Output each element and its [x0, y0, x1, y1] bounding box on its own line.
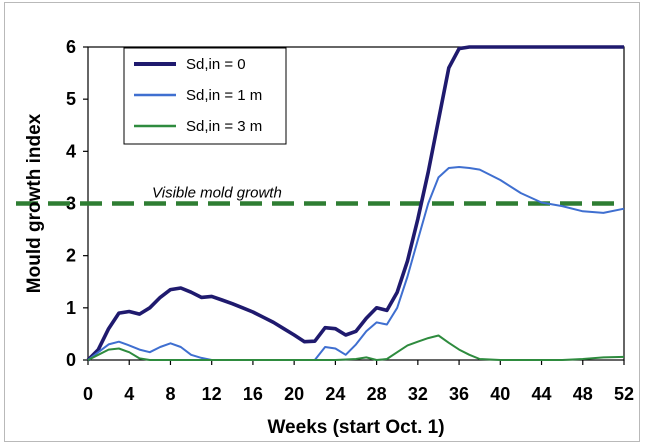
x-tick-label: 8	[165, 384, 175, 404]
chart-frame	[4, 2, 640, 442]
series-sd3-line	[87, 334, 625, 361]
x-tick-label: 48	[573, 384, 593, 404]
y-tick-label: 6	[66, 37, 76, 57]
y-tick-label: 2	[66, 246, 76, 266]
x-tick-label: 24	[325, 384, 345, 404]
x-tick-label: 28	[367, 384, 387, 404]
x-axis-title: Weeks (start Oct. 1)	[267, 417, 444, 438]
x-tick-label: 12	[202, 384, 222, 404]
x-tick-label: 20	[284, 384, 304, 404]
series-sd1-line	[87, 166, 625, 361]
series-sd0-line	[86, 45, 624, 362]
x-tick-label: 4	[124, 384, 134, 404]
x-tick-label: 44	[532, 384, 552, 404]
y-axis-title: Mould growth index	[24, 113, 45, 293]
x-tick-label: 52	[614, 384, 634, 404]
legend-entry-label: Sd,in = 0	[186, 56, 246, 73]
y-tick-label: 1	[66, 298, 76, 318]
y-tick-label: 0	[66, 350, 76, 370]
y-tick-label: 3	[66, 194, 76, 214]
legend-entry-label: Sd,in = 1 m	[186, 87, 262, 104]
x-tick-label: 32	[408, 384, 428, 404]
y-tick-label: 5	[66, 89, 76, 109]
legend-entry-label: Sd,in = 3 m	[186, 118, 262, 135]
x-tick-label: 36	[449, 384, 469, 404]
x-tick-label: 40	[490, 384, 510, 404]
threshold-label: Visible mold growth	[152, 185, 282, 202]
y-tick-label: 4	[66, 141, 76, 161]
x-tick-label: 0	[83, 384, 93, 404]
x-tick-label: 16	[243, 384, 263, 404]
